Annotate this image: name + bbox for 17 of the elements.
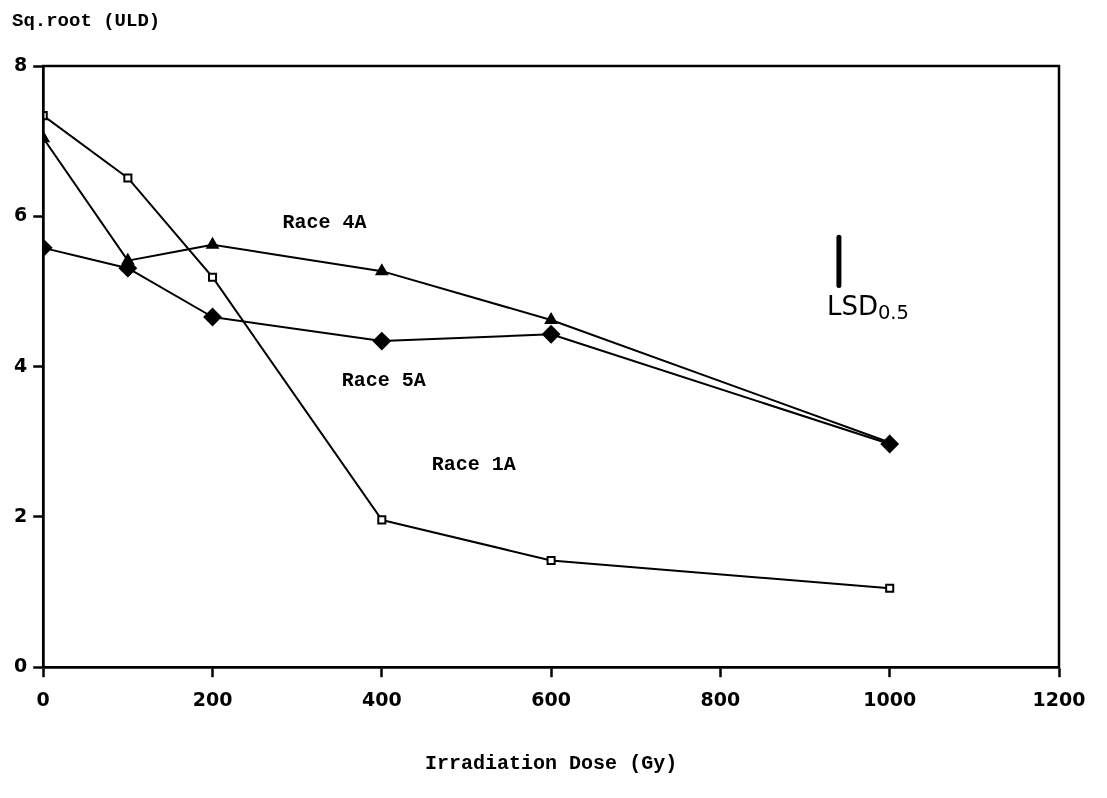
y-tick-label: 0: [13, 654, 28, 677]
y-tick-label: 2: [13, 503, 28, 526]
y-tick-label: 6: [13, 203, 28, 226]
x-tick-label: 0: [36, 687, 50, 710]
x-tick-label: 600: [531, 687, 571, 710]
x-tick-label: 400: [361, 687, 402, 710]
series-label: Race 5A: [341, 369, 426, 393]
x-tick-label: 200: [192, 687, 233, 710]
x-axis-title: Irradiation Dose (Gy): [425, 752, 678, 776]
y-tick-label: 4: [13, 353, 28, 376]
x-tick-label: 1200: [1032, 687, 1086, 710]
text: Race 1A: [431, 452, 516, 476]
x-tick-label: 1000: [863, 687, 917, 710]
y-axis-title: Sq.root (ULD): [12, 10, 161, 32]
y-tick-label: 8: [13, 52, 28, 75]
x-tick-label: 800: [700, 687, 741, 710]
series-label: Race 4A: [282, 210, 367, 234]
